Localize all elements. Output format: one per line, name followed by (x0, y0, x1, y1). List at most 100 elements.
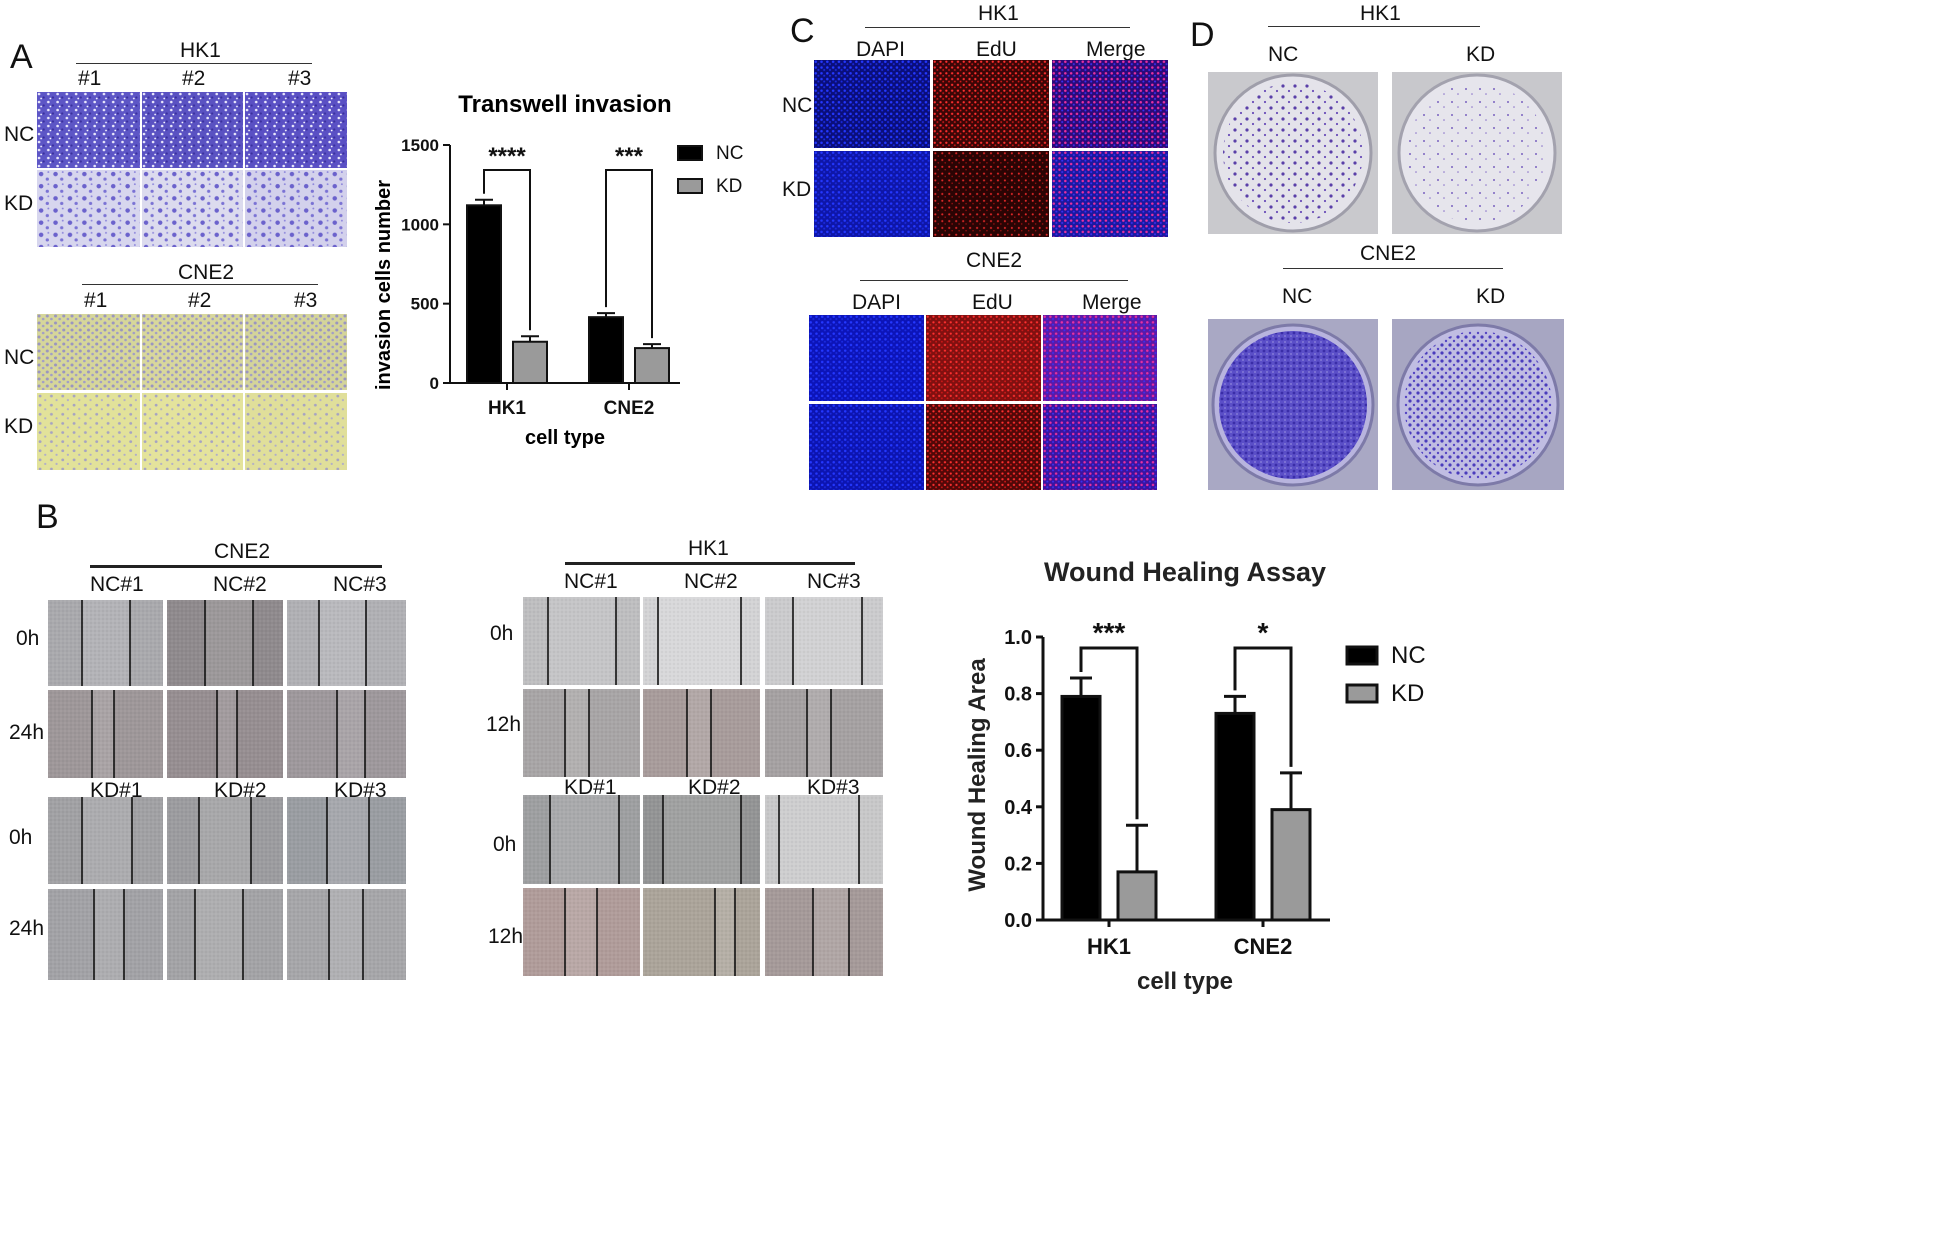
legend-label-kd: KD (1391, 680, 1424, 707)
panel-a-hk1-row-kd: KD (4, 192, 34, 215)
legend-label-nc: NC (716, 143, 743, 164)
merge-image (1043, 404, 1157, 490)
bar-nc-hk1 (466, 204, 502, 384)
wound-image (48, 600, 163, 686)
wound-image (643, 888, 760, 976)
panel-d-hk1-col-kd: KD (1466, 43, 1496, 66)
edu-image (926, 404, 1041, 490)
wound-image (287, 600, 406, 686)
panel-b-hk1-row-3: 0h (493, 833, 517, 856)
edu-image (926, 315, 1041, 401)
transwell-image (142, 393, 243, 470)
bar-kd-cne2 (634, 347, 670, 384)
transwell-image (245, 92, 347, 168)
panel-d-letter: D (1190, 16, 1215, 54)
colony-plate-image (1208, 72, 1378, 234)
panel-d-hk1-title: HK1 (1360, 2, 1401, 25)
transwell-image (37, 92, 140, 168)
y-axis-label: invasion cells number (373, 180, 395, 390)
panel-b-cne2-kd-col-1: KD#1 (90, 779, 143, 802)
panel-b-hk1-rule (565, 562, 855, 565)
wound-image (765, 597, 883, 685)
transwell-image (142, 170, 243, 247)
colony-plate-image (1392, 72, 1562, 234)
panel-d-hk1-col-nc: NC (1268, 43, 1299, 66)
y-tick-label: 0.6 (1004, 740, 1032, 762)
transwell-image (245, 170, 347, 247)
transwell-image (37, 170, 140, 247)
x-axis-label: cell type (1137, 968, 1233, 995)
legend-label-kd: KD (716, 176, 742, 197)
significance-label: *** (1093, 617, 1126, 648)
panel-b-cne2-nc-col-1: NC#1 (90, 573, 144, 596)
wound-image (765, 888, 883, 976)
wound-image (765, 795, 883, 884)
wound-image (523, 597, 640, 685)
y-tick-label: 500 (411, 295, 439, 314)
panel-c-hk1-col-edu: EdU (976, 38, 1017, 61)
panel-d-cne2-col-kd: KD (1476, 285, 1506, 308)
panel-d-cne2-rule (1283, 268, 1503, 269)
panel-a-hk1-col-2: #2 (182, 67, 206, 90)
bar-nc-cne2 (588, 316, 624, 384)
y-tick-label: 1.0 (1004, 627, 1032, 649)
panel-c-hk1-col-dapi: DAPI (856, 38, 906, 61)
transwell-image (245, 393, 347, 470)
significance-bracket (1233, 646, 1293, 767)
transwell-invasion-chart: Transwell invasion invasion cells number… (373, 91, 743, 449)
bar-kd-cne2 (1270, 808, 1312, 922)
bar-nc-cne2 (1214, 711, 1256, 922)
edu-image (933, 60, 1049, 148)
bar-nc-hk1 (1060, 694, 1102, 922)
panel-c-hk1-col-merge: Merge (1086, 38, 1146, 61)
colony-plate-image (1208, 319, 1378, 490)
panel-b-hk1-row-2: 12h (486, 713, 522, 736)
bar-kd-hk1 (1116, 870, 1158, 922)
panel-a-cne2-rule (82, 284, 318, 285)
panel-c-cne2-col-dapi: DAPI (852, 291, 902, 314)
legend-swatch-nc (1345, 645, 1379, 666)
panel-c-row-nc: NC (782, 94, 813, 117)
panel-b-cne2-nc-col-3: NC#3 (333, 573, 387, 596)
panel-c-cne2-rule (860, 280, 1128, 281)
legend-label-nc: NC (1391, 642, 1426, 669)
y-tick-label: 0.8 (1004, 684, 1032, 706)
wound-image (643, 795, 760, 884)
wound-image (287, 889, 406, 980)
panel-c-letter: C (790, 12, 815, 50)
dapi-image (814, 151, 930, 237)
colony-plate-image (1392, 319, 1564, 490)
wound-image (167, 690, 283, 778)
dapi-image (814, 60, 930, 148)
panel-b-cne2-row-1: 0h (16, 627, 40, 650)
significance-bracket (483, 169, 531, 331)
panel-a-letter: A (10, 38, 33, 76)
transwell-image (37, 314, 140, 390)
panel-d-hk1-rule (1268, 26, 1480, 27)
panel-b-hk1-row-1: 0h (490, 622, 514, 645)
significance-label: *** (615, 143, 644, 170)
panel-b-hk1-title: HK1 (688, 537, 729, 560)
panel-b-hk1-kd-col-1: KD#1 (564, 776, 617, 799)
edu-image (933, 151, 1049, 237)
y-tick-label: 1000 (401, 215, 439, 234)
x-tick-label: CNE2 (1234, 934, 1293, 959)
chart-title: Wound Healing Assay (1044, 557, 1326, 587)
wound-image (167, 600, 283, 686)
wound-image (643, 597, 760, 685)
wound-image (643, 689, 760, 777)
panel-b-cne2-kd-col-3: KD#3 (334, 779, 387, 802)
panel-a-cne2-title: CNE2 (178, 261, 235, 284)
transwell-image (142, 92, 243, 168)
merge-image (1052, 60, 1168, 148)
x-tick-label: HK1 (488, 398, 526, 419)
x-tick-label: HK1 (1087, 934, 1131, 959)
panel-b-cne2-kd-col-2: KD#2 (214, 779, 267, 802)
panel-b-cne2-rule (90, 565, 382, 568)
panel-b-cne2-row-4: 24h (9, 917, 45, 940)
panel-a-cne2-col-3: #3 (294, 289, 318, 312)
panel-a-hk1-rule (76, 63, 312, 64)
panel-a-cne2-col-2: #2 (188, 289, 212, 312)
bar-kd-hk1 (512, 340, 548, 385)
y-tick-label: 0.0 (1004, 910, 1032, 932)
